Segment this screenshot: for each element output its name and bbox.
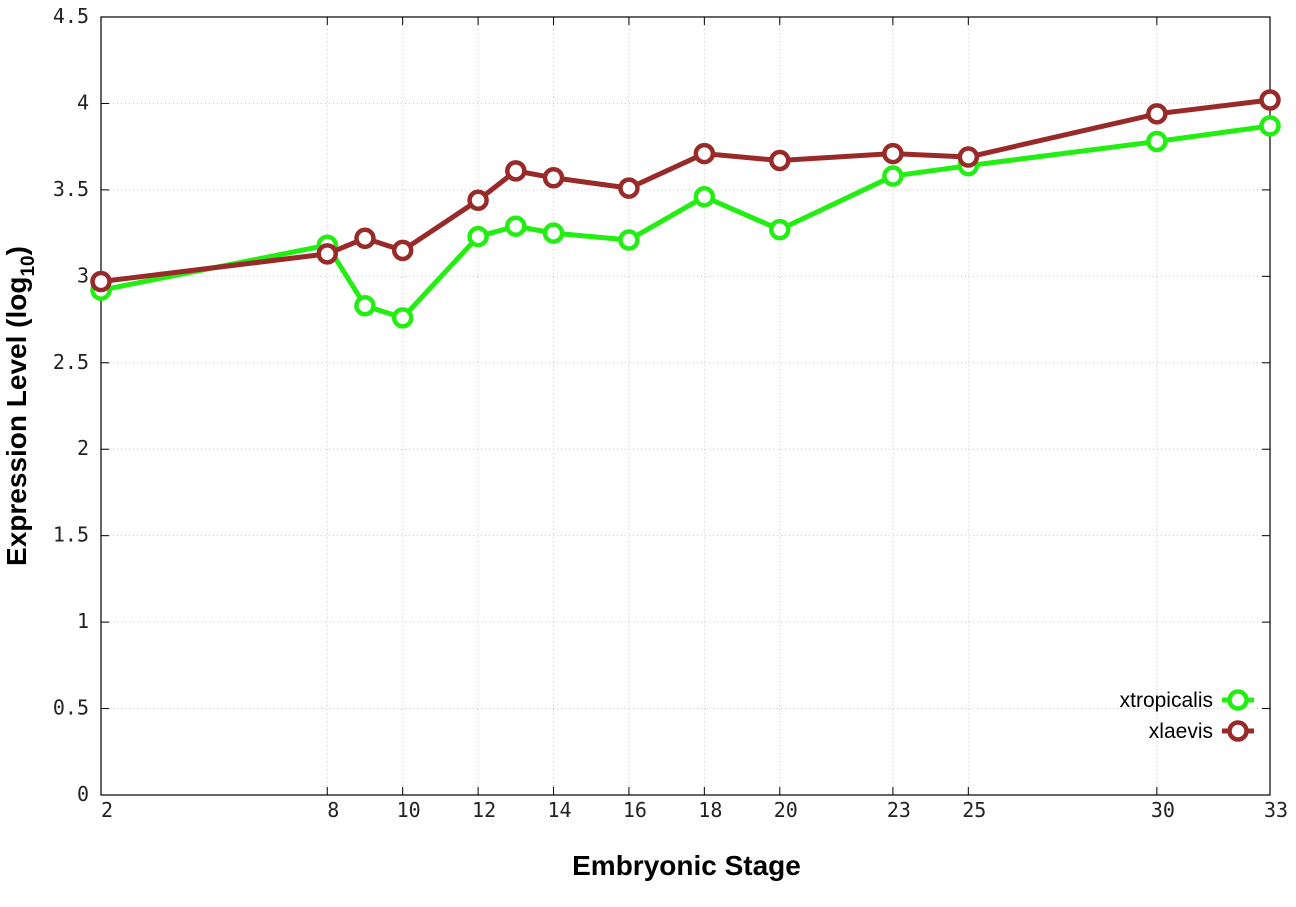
data-point-xlaevis <box>467 189 489 212</box>
data-point-xlaevis <box>769 149 791 172</box>
x-axis-title: Embryonic Stage <box>572 850 801 881</box>
x-tick-label: 25 <box>962 798 986 822</box>
data-point-xtropicalis <box>769 218 791 241</box>
legend-swatch-marker <box>1227 720 1249 742</box>
data-point-xtropicalis <box>1259 115 1281 137</box>
data-point-xlaevis <box>1259 89 1281 111</box>
x-tick-label: 14 <box>547 798 571 822</box>
y-tick-label: 3 <box>77 263 89 287</box>
data-point-xtropicalis <box>505 215 527 237</box>
y-axis-title-close: ) <box>1 246 32 255</box>
y-tick-label: 0 <box>77 782 89 806</box>
data-point-xlaevis <box>618 177 640 199</box>
x-tick-label: 16 <box>623 798 647 822</box>
data-point-xlaevis <box>90 270 112 293</box>
y-tick-label: 3.5 <box>53 177 89 201</box>
y-tick-label: 2 <box>77 436 89 460</box>
y-tick-label: 4 <box>77 90 89 114</box>
y-tick-label: 4.5 <box>53 4 89 28</box>
data-point-xlaevis <box>693 142 716 165</box>
data-point-xtropicalis <box>693 186 716 208</box>
data-point-xlaevis <box>391 239 414 262</box>
x-tick-label: 18 <box>698 798 722 822</box>
x-tick-label: 8 <box>327 798 339 822</box>
data-point-xlaevis <box>316 243 339 265</box>
x-tick-label: 23 <box>887 798 911 822</box>
y-tick-label: 0.5 <box>53 696 89 720</box>
legend: xtropicalis xlaevis <box>1120 689 1254 743</box>
legend-label: xtropicalis <box>1120 689 1213 712</box>
x-tick-label: 30 <box>1151 798 1175 822</box>
x-tick-label: 33 <box>1264 798 1288 822</box>
ticks: 2 8 10 12 14 16 18 20 23 25 30 33 0 0.5 1 1.5 2 2.5 3 3.5 4 4… <box>53 4 1288 822</box>
series-xtropicalis <box>90 115 1281 329</box>
y-axis-title-main: Expression Level (log <box>1 277 32 566</box>
data-point-xtropicalis <box>467 225 489 248</box>
data-point-xlaevis <box>1146 103 1168 125</box>
data-point-xtropicalis <box>542 222 565 244</box>
grid <box>101 17 1270 795</box>
y-tick-label: 1.5 <box>53 523 89 547</box>
legend-item-xtropicalis: xtropicalis <box>1120 689 1254 712</box>
data-point-xtropicalis <box>354 294 376 317</box>
series-xlaevis <box>90 89 1281 293</box>
x-tick-label: 10 <box>397 798 421 822</box>
y-tick-label: 1 <box>77 609 89 633</box>
y-axis-title-subscript: 10 <box>18 255 39 276</box>
legend-label: xlaevis <box>1149 720 1213 743</box>
x-tick-label: 12 <box>472 798 496 822</box>
data-point-xlaevis <box>505 160 527 182</box>
legend-swatch-marker <box>1227 689 1249 711</box>
data-point-xtropicalis <box>391 307 414 329</box>
series-line-xtropicalis <box>100 123 1271 321</box>
data-point-xlaevis <box>882 142 904 165</box>
y-axis-title: Expression Level (log10) <box>1 246 39 566</box>
x-tick-label: 2 <box>101 798 113 822</box>
data-point-xlaevis <box>354 227 376 250</box>
data-point-xlaevis <box>542 167 565 189</box>
x-tick-label: 20 <box>774 798 798 822</box>
data-point-xlaevis <box>957 146 980 168</box>
data-point-xtropicalis <box>1146 130 1168 153</box>
legend-item-xlaevis: xlaevis <box>1149 720 1254 743</box>
data-point-xtropicalis <box>882 165 904 187</box>
y-tick-label: 2.5 <box>53 350 89 374</box>
series-layer <box>90 89 1281 329</box>
plot-frame <box>100 16 1271 796</box>
data-point-xtropicalis <box>618 229 640 251</box>
